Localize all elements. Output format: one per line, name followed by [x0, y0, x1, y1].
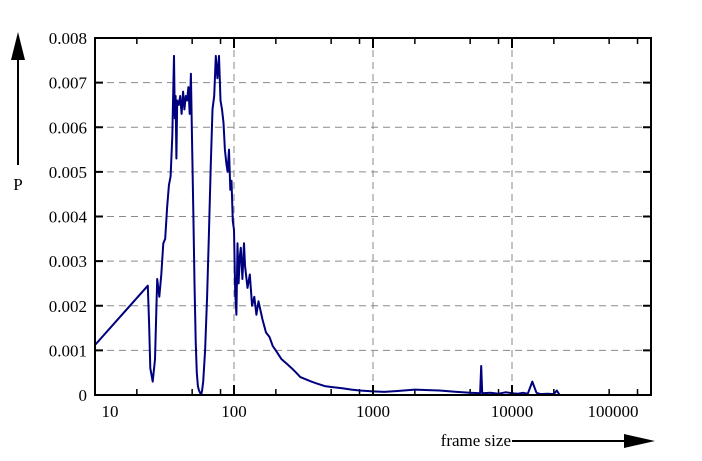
y-axis-label: P — [13, 175, 22, 194]
x-tick-label: 100 — [221, 402, 247, 421]
y-tick-label: 0.004 — [49, 208, 88, 227]
y-axis-ticks — [95, 37, 651, 396]
y-tick-label: 0.007 — [49, 74, 88, 93]
x-tick-label: 1000 — [356, 402, 390, 421]
y-tick-label: 0.008 — [49, 29, 87, 48]
x-tick-label: 10 — [102, 402, 119, 421]
x-tick-label: 100000 — [588, 402, 639, 421]
grid-lines — [95, 38, 651, 395]
y-axis-arrow-head-icon — [11, 32, 25, 60]
data-series-line — [94, 54, 561, 396]
y-tick-label: 0 — [79, 386, 88, 405]
y-tick-label: 0.002 — [49, 297, 87, 316]
y-tick-label: 0.006 — [49, 118, 87, 137]
x-tick-label: 10000 — [491, 402, 534, 421]
y-tick-label: 0.003 — [49, 252, 87, 271]
y-tick-label: 0.005 — [49, 163, 87, 182]
y-tick-label: 0.001 — [49, 341, 87, 360]
x-axis-label: frame size — [441, 431, 511, 450]
x-axis-arrow-head-icon — [624, 434, 655, 448]
x-axis-ticks — [233, 38, 513, 395]
